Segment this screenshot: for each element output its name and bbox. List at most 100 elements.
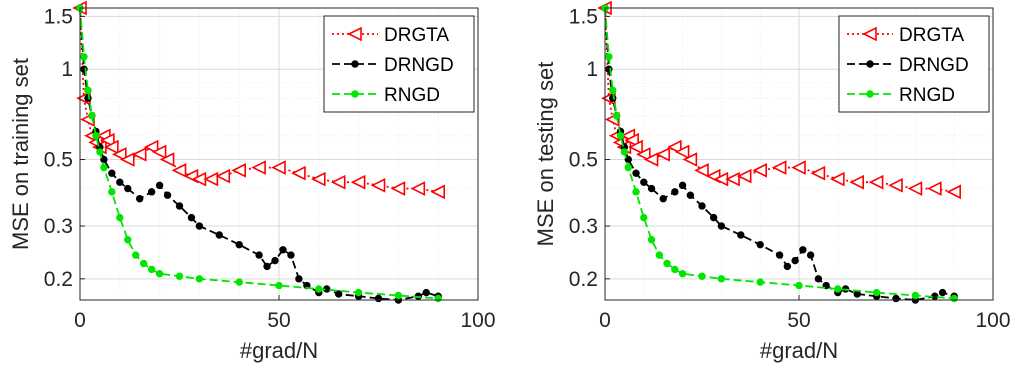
data-point-drgta <box>927 181 942 196</box>
data-point-drngd <box>108 169 116 177</box>
data-point-drgta <box>771 160 787 175</box>
data-point-drngd <box>136 195 144 203</box>
data-point-drngd <box>374 294 383 303</box>
data-point-drngd <box>709 213 718 222</box>
data-point-drgta <box>251 160 266 175</box>
data-point-rngd <box>698 272 706 280</box>
data-point-drgta <box>350 174 366 190</box>
y-tick-label: 0.3 <box>44 215 73 238</box>
legend-marker <box>347 26 362 42</box>
data-point-rngd <box>124 236 132 244</box>
x-axis-label: #grad/N <box>760 338 838 363</box>
x-tick-label: 0 <box>74 309 86 332</box>
x-tick-label: 0 <box>599 309 611 332</box>
data-point-drngd <box>163 191 172 199</box>
data-point-drgta <box>112 147 127 162</box>
data-point-drngd <box>938 288 947 297</box>
legend-label: DRNGD <box>384 55 454 76</box>
legend-item-rngd: RNGD <box>847 85 955 106</box>
x-tick-label: 100 <box>460 309 495 332</box>
data-point-drgta <box>390 181 406 196</box>
legend-label: RNGD <box>899 85 955 106</box>
data-point-rngd <box>620 148 629 156</box>
legend-label: DRNGD <box>899 55 969 76</box>
data-point-drgta <box>624 132 639 148</box>
data-point-rngd <box>394 291 403 300</box>
data-point-rngd <box>605 53 613 61</box>
data-point-drngd <box>195 222 204 230</box>
data-point-drngd <box>737 231 745 239</box>
legend-marker <box>866 60 874 68</box>
data-point-rngd <box>911 291 920 300</box>
legend-label: DRGTA <box>384 25 449 46</box>
chart-training: 0 50 100 0.2 0.3 0.5 1 1.5 #grad/N MSE on trainin… <box>8 0 496 363</box>
data-point-drngd <box>814 275 823 283</box>
data-point-drgta <box>410 181 426 196</box>
series-rngd <box>601 4 958 303</box>
legend-label: RNGD <box>384 85 440 106</box>
data-point-drngd <box>791 256 799 265</box>
data-point-drgta <box>868 174 884 190</box>
data-point-drgta <box>810 165 826 181</box>
y-tick-label: 0.2 <box>569 268 598 291</box>
data-point-drngd <box>640 178 648 186</box>
data-point-drgta <box>291 165 306 181</box>
data-point-rngd <box>609 86 617 95</box>
x-tick-label: 50 <box>787 309 810 332</box>
data-point-drngd <box>659 195 667 203</box>
data-point-drngd <box>632 169 640 177</box>
data-point-rngd <box>155 270 164 278</box>
data-point-rngd <box>116 213 124 222</box>
data-point-drngd <box>698 202 706 210</box>
legend: DRGTA DRNGD RNGD <box>838 15 990 113</box>
data-point-rngd <box>655 251 664 259</box>
y-axis-label: MSE on training set <box>8 58 33 250</box>
data-point-rngd <box>92 132 100 140</box>
data-point-drngd <box>756 240 764 249</box>
y-tick-label: 1 <box>586 58 598 81</box>
data-point-rngd <box>235 278 243 286</box>
data-point-drngd <box>116 178 124 186</box>
data-point-drngd <box>175 202 184 210</box>
data-point-drngd <box>187 213 196 222</box>
data-point-drgta <box>752 163 768 178</box>
legend-item-drgta: DRGTA <box>847 25 964 46</box>
data-point-rngd <box>647 236 656 244</box>
data-point-drgta <box>736 168 752 184</box>
data-point-drgta <box>725 171 740 187</box>
legend-item-rngd: RNGD <box>332 85 440 106</box>
y-tick-label: 0.2 <box>44 268 73 291</box>
data-point-drngd <box>799 246 807 254</box>
data-point-drgta <box>231 163 246 178</box>
data-point-drgta <box>271 160 286 175</box>
series-drngd <box>601 4 958 304</box>
data-point-drgta <box>682 152 698 167</box>
data-point-drgta <box>791 160 806 175</box>
legend: DRGTA DRNGD RNGD <box>323 15 475 113</box>
data-point-drgta <box>215 168 231 184</box>
data-point-rngd <box>275 281 283 290</box>
data-point-drgta <box>143 139 159 155</box>
legend-item-drgta: DRGTA <box>332 25 449 46</box>
data-point-drgta <box>430 184 446 200</box>
chart-testing: 0 50 100 0.2 0.3 0.5 1 1.5 #grad/N MSE on testing… <box>533 0 1011 363</box>
data-point-rngd <box>663 259 671 268</box>
data-point-rngd <box>108 188 116 196</box>
data-point-drngd <box>678 181 687 190</box>
data-point-drngd <box>671 188 679 196</box>
y-tick-label: 1 <box>61 58 73 81</box>
data-point-drgta <box>151 144 167 160</box>
x-axis-label: #grad/N <box>240 338 318 363</box>
x-tick-label: 50 <box>267 309 290 332</box>
data-point-drngd <box>235 240 243 249</box>
data-point-drngd <box>892 294 900 303</box>
series-line-drngd <box>79 7 439 301</box>
data-point-drngd <box>279 246 287 254</box>
data-point-drgta <box>311 171 326 187</box>
data-point-drngd <box>335 290 343 298</box>
data-point-drgta <box>100 132 115 148</box>
y-axis-label: MSE on testing set <box>533 62 558 247</box>
data-point-drgta <box>643 152 659 167</box>
data-point-rngd <box>96 148 104 156</box>
series-rngd <box>76 4 442 303</box>
